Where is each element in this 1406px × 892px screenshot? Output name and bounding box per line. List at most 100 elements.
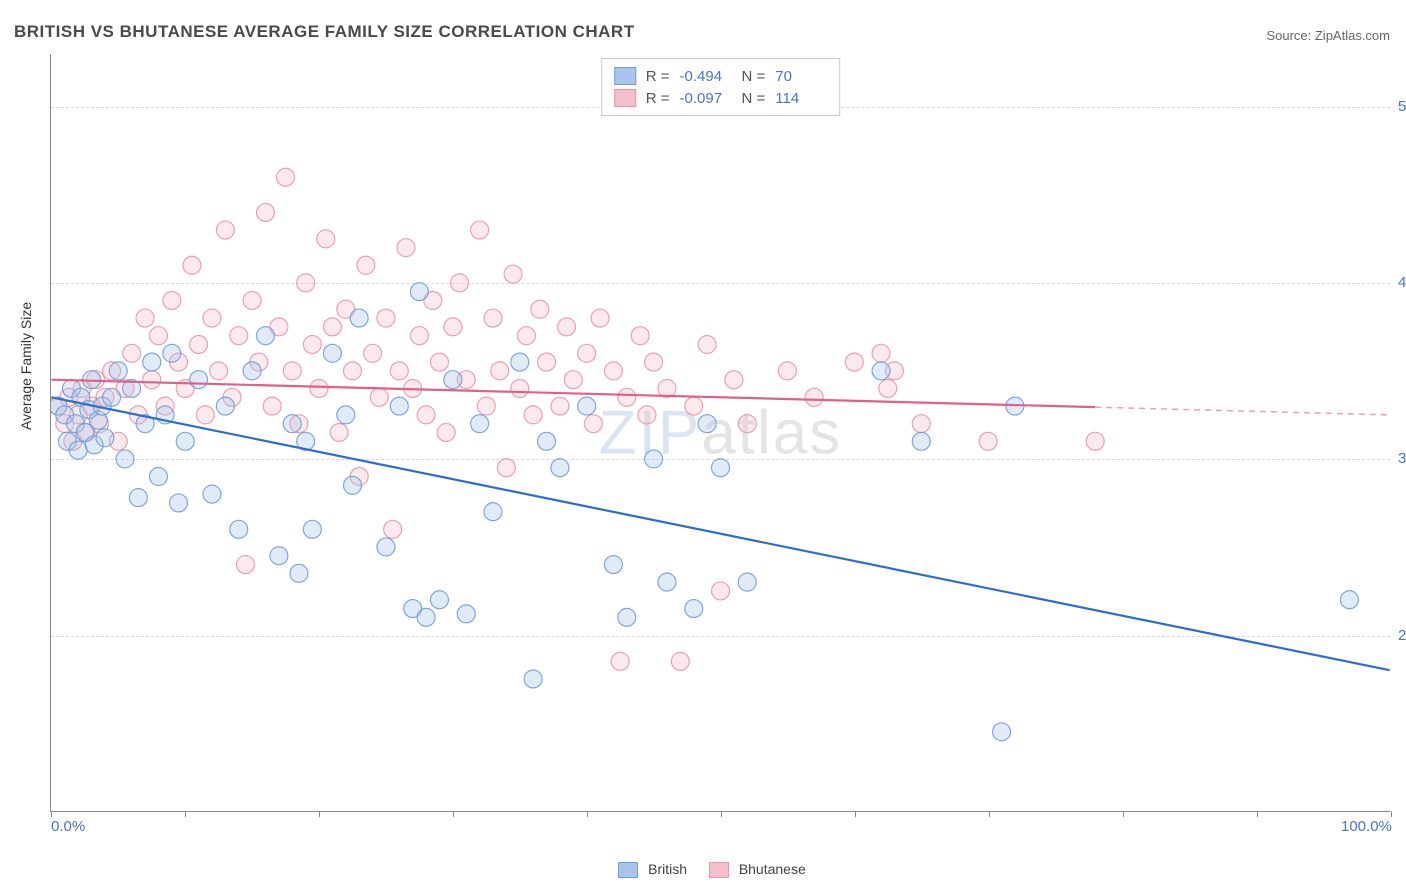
data-point xyxy=(451,274,469,292)
bhutanese-n-value: 114 xyxy=(775,90,827,107)
data-point xyxy=(417,406,435,424)
data-point xyxy=(524,406,542,424)
data-point xyxy=(129,489,147,507)
data-point xyxy=(236,556,254,574)
data-point xyxy=(1340,591,1358,609)
x-tick xyxy=(721,811,722,817)
data-point xyxy=(484,503,502,521)
data-point xyxy=(109,362,127,380)
data-point xyxy=(297,274,315,292)
data-point xyxy=(993,723,1011,741)
data-point xyxy=(163,344,181,362)
data-point xyxy=(384,520,402,538)
x-tick xyxy=(1391,811,1392,817)
data-point xyxy=(698,415,716,433)
data-point xyxy=(203,309,221,327)
data-point xyxy=(604,556,622,574)
data-point xyxy=(323,344,341,362)
data-point xyxy=(230,520,248,538)
data-point xyxy=(397,239,415,257)
data-point xyxy=(69,441,87,459)
data-point xyxy=(143,353,161,371)
data-point xyxy=(578,397,596,415)
y-tick-label: 5.00 xyxy=(1398,98,1406,115)
data-point xyxy=(551,459,569,477)
source-attribution: Source: ZipAtlas.com xyxy=(1266,28,1390,43)
data-point xyxy=(343,476,361,494)
trend-line-extrapolated xyxy=(1095,407,1389,415)
y-axis-label: Average Family Size xyxy=(18,302,34,430)
data-point xyxy=(103,388,121,406)
x-tick xyxy=(185,811,186,817)
data-point xyxy=(183,256,201,274)
data-point xyxy=(277,168,295,186)
data-point xyxy=(123,344,141,362)
data-point xyxy=(979,432,997,450)
data-point xyxy=(538,432,556,450)
data-point xyxy=(303,520,321,538)
bottom-legend: British Bhutanese xyxy=(0,861,1406,878)
legend-bhutanese-swatch xyxy=(709,862,729,878)
data-point xyxy=(524,670,542,688)
stats-legend-box: R = -0.494 N = 70 R = -0.097 N = 114 xyxy=(601,58,841,116)
data-point xyxy=(497,459,515,477)
source-prefix: Source: xyxy=(1266,28,1314,43)
data-point xyxy=(872,344,890,362)
data-point xyxy=(317,230,335,248)
x-tick xyxy=(51,811,52,817)
data-point xyxy=(685,600,703,618)
data-point xyxy=(390,362,408,380)
x-tick xyxy=(1257,811,1258,817)
data-point xyxy=(725,371,743,389)
data-point xyxy=(190,335,208,353)
x-tick-label: 0.0% xyxy=(51,818,85,835)
x-tick-label: 100.0% xyxy=(1341,818,1392,835)
data-point xyxy=(872,362,890,380)
data-point xyxy=(645,450,663,468)
british-n-value: 70 xyxy=(775,68,827,85)
data-point xyxy=(310,380,328,398)
data-point xyxy=(257,203,275,221)
data-point xyxy=(203,485,221,503)
y-tick-label: 3.00 xyxy=(1398,450,1406,467)
british-swatch xyxy=(614,67,636,85)
data-point xyxy=(477,397,495,415)
data-point xyxy=(471,415,489,433)
data-point xyxy=(176,432,194,450)
data-point xyxy=(270,547,288,565)
data-point xyxy=(471,221,489,239)
data-point xyxy=(444,371,462,389)
data-point xyxy=(143,371,161,389)
data-point xyxy=(257,327,275,345)
data-point xyxy=(303,335,321,353)
data-point xyxy=(618,388,636,406)
legend-british-swatch xyxy=(618,862,638,878)
data-point xyxy=(698,335,716,353)
data-point xyxy=(845,353,863,371)
data-point xyxy=(330,424,348,442)
data-point xyxy=(437,424,455,442)
data-point xyxy=(230,327,248,345)
plot-svg xyxy=(51,54,1390,811)
data-point xyxy=(611,652,629,670)
data-point xyxy=(343,362,361,380)
r-label-2: R = xyxy=(646,90,670,107)
data-point xyxy=(805,388,823,406)
data-point xyxy=(210,362,228,380)
y-tick-label: 2.00 xyxy=(1398,627,1406,644)
data-point xyxy=(912,415,930,433)
data-point xyxy=(738,415,756,433)
data-point xyxy=(564,371,582,389)
data-point xyxy=(410,283,428,301)
data-point xyxy=(912,432,930,450)
data-point xyxy=(578,344,596,362)
data-point xyxy=(638,406,656,424)
data-point xyxy=(337,406,355,424)
data-point xyxy=(364,344,382,362)
data-point xyxy=(879,380,897,398)
data-point xyxy=(738,573,756,591)
data-point xyxy=(263,397,281,415)
data-point xyxy=(712,459,730,477)
data-point xyxy=(551,397,569,415)
data-point xyxy=(370,388,388,406)
